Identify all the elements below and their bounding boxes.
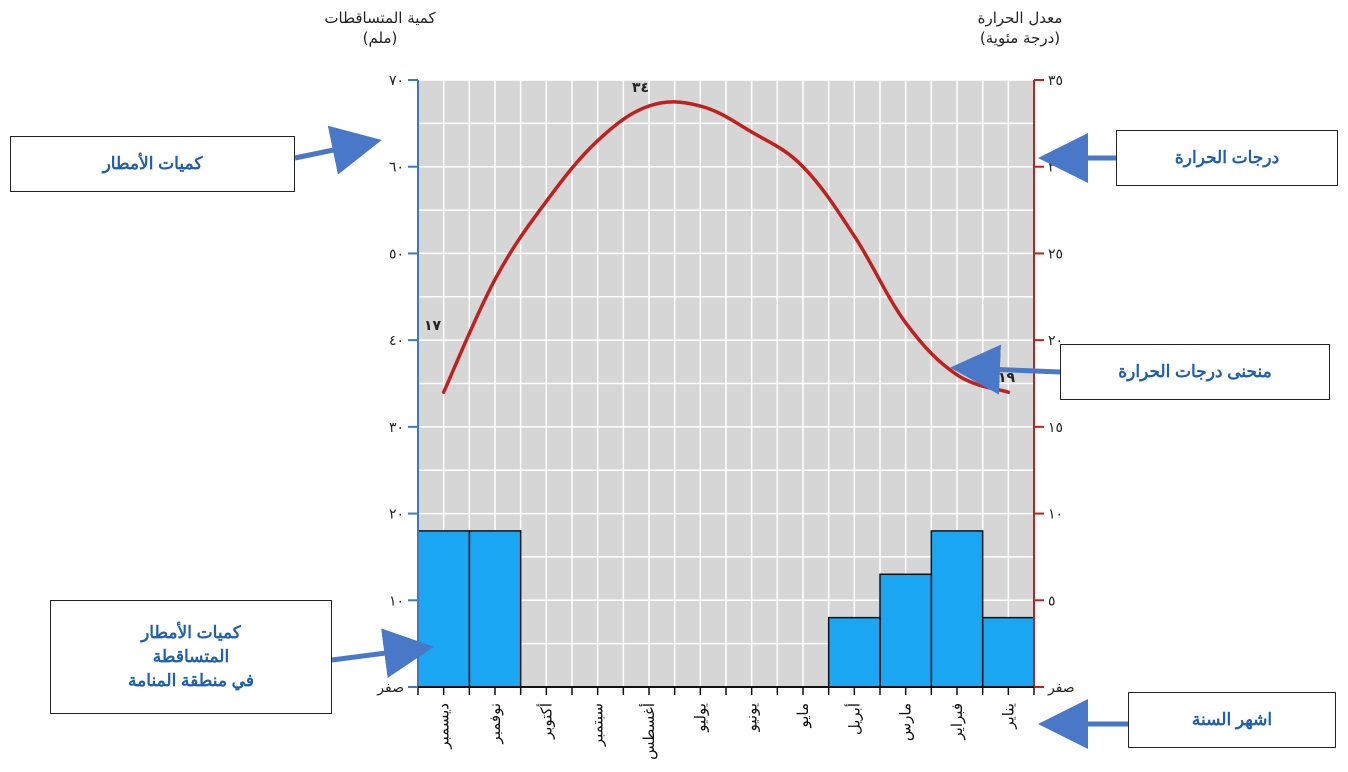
rain-bar-4 <box>827 616 881 688</box>
callout-rain-amounts: كميات الأمطار <box>10 136 295 192</box>
month-label-2: فبراير <box>948 703 966 741</box>
callout-arrow <box>950 344 1061 395</box>
left-axis-title: كمية المتساقطات (ملم) <box>320 8 440 48</box>
left-tick-label: ٢٠ <box>389 507 404 523</box>
month-label-6: يونيو <box>743 703 761 732</box>
right-tick-label: ٣٥ <box>1048 73 1063 89</box>
month-label-3: مارس <box>897 703 915 741</box>
rain-bar-12 <box>417 530 471 688</box>
left-tick-label: ٧٠ <box>389 73 404 89</box>
left-axis-title-line1: كمية المتساقطات <box>324 9 436 27</box>
callout-rain-fallen-line2: المتساقطة <box>152 647 230 666</box>
left-tick-label: ٦٠ <box>389 160 404 176</box>
right-tick-label: ٢٠ <box>1048 333 1063 349</box>
right-axis-title: معدل الحرارة (درجة مئوية) <box>960 8 1080 48</box>
callout-temperatures-text: درجات الحرارة <box>1174 148 1280 167</box>
right-tick-label: ٣٠ <box>1048 160 1063 176</box>
left-tick-label: ١٠ <box>389 593 404 609</box>
left-tick-label: ٥٠ <box>389 246 404 262</box>
month-label-11: نوفمبر <box>486 703 504 745</box>
right-axis-title-line1: معدل الحرارة <box>977 9 1063 27</box>
month-label-8: أغسطس <box>639 703 658 760</box>
temperature-curve <box>441 100 1011 394</box>
month-label-4: أبريل <box>844 703 863 735</box>
callout-temperatures: درجات الحرارة <box>1116 130 1338 186</box>
left-tick-label: ٣٠ <box>389 420 404 436</box>
right-axis-title-line2: (درجة مئوية) <box>979 29 1061 47</box>
month-label-12: ديسمبر <box>435 703 453 750</box>
right-tick-label: ٥ <box>1048 593 1056 609</box>
callout-rain-fallen: كميات الأمطار المتساقطة في منطقة المنامة <box>50 600 332 714</box>
callout-rain-amounts-text: كميات الأمطار <box>102 154 203 173</box>
rain-bar-2 <box>930 530 984 688</box>
callout-rain-fallen-line3: في منطقة المنامة <box>128 671 254 690</box>
right-tick-label: ٢٥ <box>1048 246 1063 262</box>
callout-months-text: اشهر السنة <box>1191 710 1273 729</box>
left-axis-title-line2: (ملم) <box>362 29 398 47</box>
annotation-max: ٣٤ <box>632 80 650 96</box>
left-tick-label: صفر <box>376 680 404 696</box>
rain-bar-3 <box>879 573 933 688</box>
callout-arrow <box>294 125 382 175</box>
month-label-5: مايو <box>794 703 812 729</box>
rain-bar-1 <box>981 616 1035 688</box>
right-tick-label: ١٠ <box>1048 507 1063 523</box>
annotation-start: ١٧ <box>424 318 442 334</box>
month-label-1: يناير <box>999 703 1017 730</box>
month-label-7: يوليو <box>691 703 709 733</box>
month-label-9: سبتمبر <box>589 703 607 747</box>
annotation-end: ١٩ <box>998 370 1016 386</box>
rain-bar-11 <box>468 530 522 688</box>
right-tick-label: صفر <box>1047 680 1075 696</box>
left-tick-label: ٤٠ <box>389 333 404 349</box>
callout-temp-curve: منحنى درجات الحرارة <box>1060 344 1330 400</box>
right-tick-label: ١٥ <box>1048 420 1063 436</box>
callout-temp-curve-text: منحنى درجات الحرارة <box>1118 362 1272 381</box>
month-label-10: أكتوبر <box>536 703 555 740</box>
callout-arrow <box>331 628 434 678</box>
callout-rain-fallen-line1: كميات الأمطار <box>141 623 241 642</box>
callout-months: اشهر السنة <box>1128 692 1336 748</box>
